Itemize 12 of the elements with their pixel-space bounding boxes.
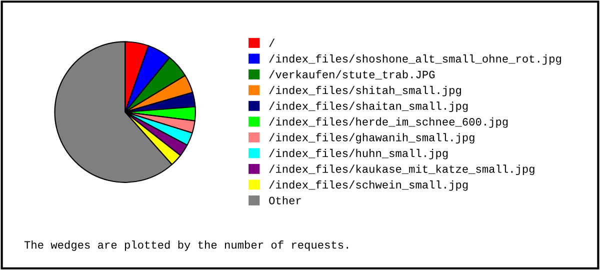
legend-label: /index_files/shoshone_alt_small_ohne_rot.jpg	[269, 54, 561, 65]
legend-label: /	[269, 38, 275, 47]
legend-label: /index_files/shaitan_small.jpg	[269, 102, 468, 112]
legend-label: /verkaufen/stute_trab.JPG	[269, 70, 435, 80]
legend-label: /index_files/shitah_small.jpg	[269, 86, 461, 96]
legend-label: Other	[269, 196, 301, 204]
legend-label: /index_files/kaukase_mit_katze_small.jpg	[269, 164, 534, 176]
legend-label: /index_files/ghawanih_small.jpg	[269, 133, 474, 144]
legend-label: /index_files/schwein_small.jpg	[269, 180, 468, 191]
legend-label: /index_files/huhn_small.jpg	[269, 148, 448, 160]
legend-label: /index_files/herde_im_schnee_600.jpg	[269, 117, 508, 128]
text: The wedges are plotted by the number of requests.	[24, 240, 348, 251]
